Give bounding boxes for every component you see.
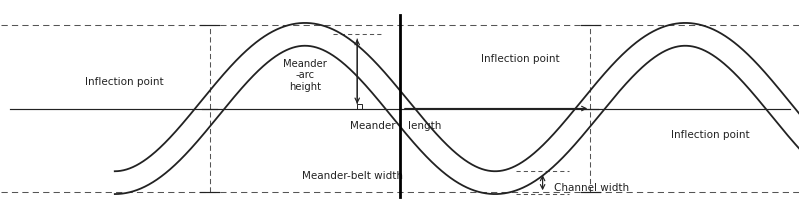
Bar bbox=[358, 104, 362, 108]
Text: Inflection point: Inflection point bbox=[671, 130, 750, 140]
Text: Channel width: Channel width bbox=[554, 183, 629, 193]
Text: Inflection point: Inflection point bbox=[85, 77, 164, 87]
Text: Meander: Meander bbox=[350, 121, 395, 131]
Text: length: length bbox=[408, 121, 441, 131]
Text: Meander-belt width: Meander-belt width bbox=[302, 171, 403, 181]
Text: Inflection point: Inflection point bbox=[481, 54, 559, 64]
Text: Meander
-arc
height: Meander -arc height bbox=[283, 59, 327, 92]
